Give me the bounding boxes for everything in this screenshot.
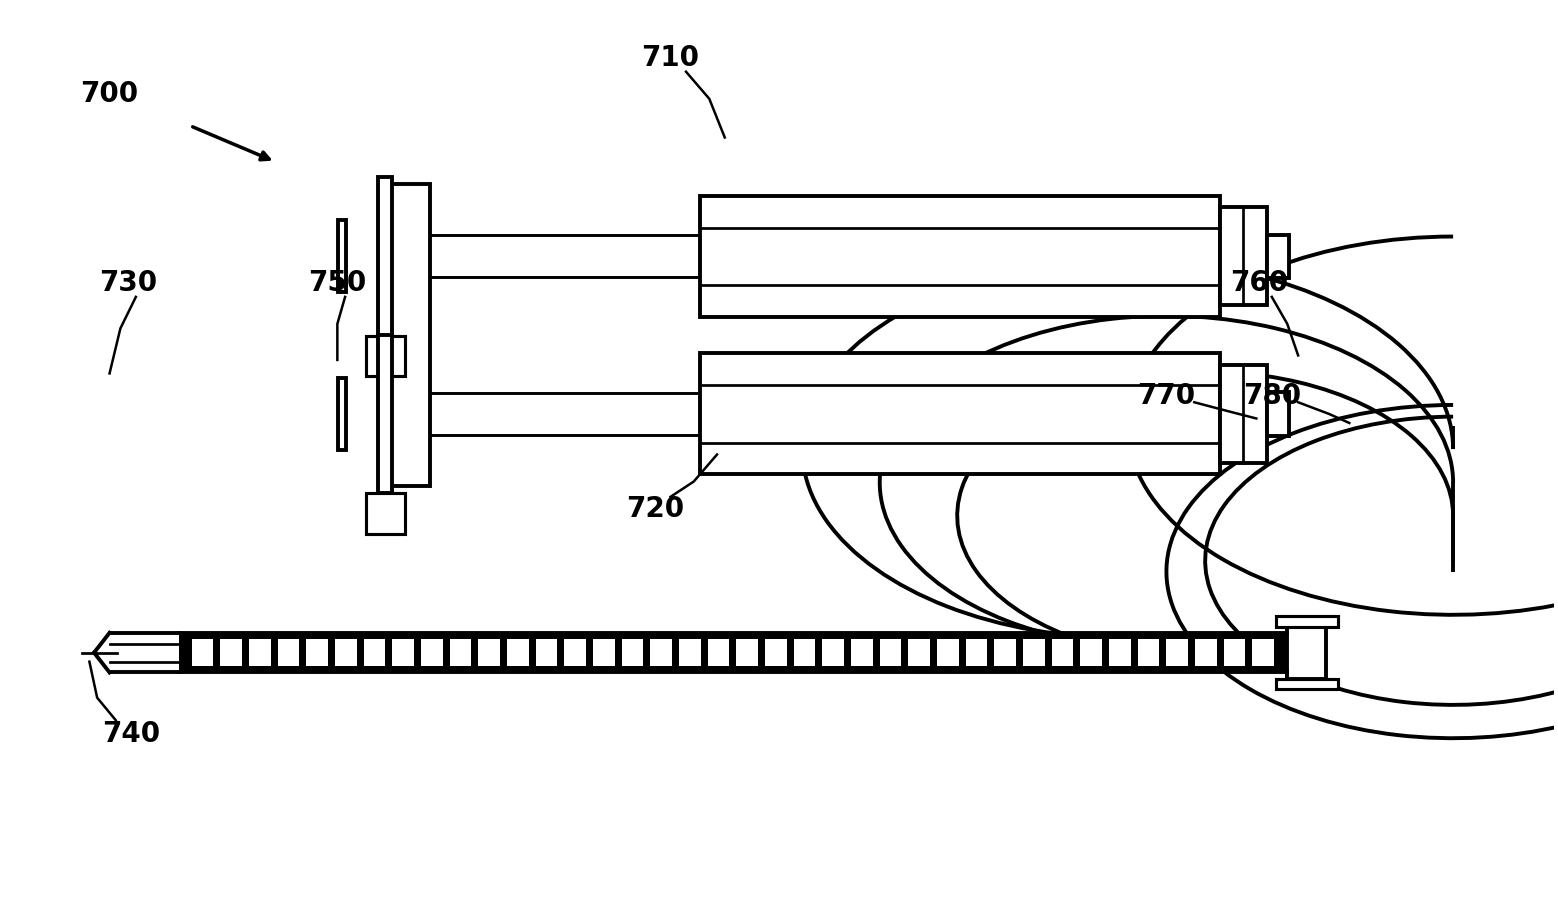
Bar [192, 639, 213, 666]
Bar [564, 639, 586, 666]
Bar [679, 639, 701, 666]
Bar [1253, 639, 1274, 666]
Bar [379, 177, 393, 335]
Bar [700, 195, 1220, 317]
Bar [823, 639, 844, 666]
Bar [1267, 393, 1290, 435]
Bar [1109, 639, 1131, 666]
Bar [908, 639, 930, 666]
Bar [707, 639, 729, 666]
Bar [700, 354, 1220, 474]
Bar [335, 639, 357, 666]
Text: 730: 730 [100, 269, 157, 297]
Bar [363, 639, 385, 666]
Bar [737, 639, 759, 666]
Bar [650, 639, 671, 666]
Bar [880, 639, 902, 666]
Text: 740: 740 [103, 720, 160, 748]
Bar [1276, 616, 1338, 626]
Text: 770: 770 [1137, 382, 1195, 410]
Bar [386, 185, 430, 486]
Text: 750: 750 [308, 269, 366, 297]
Bar [450, 639, 472, 666]
Bar [1220, 365, 1267, 463]
Bar [1220, 207, 1267, 305]
Bar [1267, 235, 1290, 278]
Text: 720: 720 [626, 494, 684, 523]
Bar [379, 335, 393, 494]
Bar [622, 639, 643, 666]
Bar [1167, 639, 1189, 666]
Bar [1276, 679, 1338, 689]
Bar [966, 639, 988, 666]
Bar [220, 639, 241, 666]
Bar [338, 378, 346, 450]
Bar [506, 639, 528, 666]
Bar [1287, 626, 1326, 679]
Bar [1024, 639, 1045, 666]
Bar [793, 639, 815, 666]
Bar [478, 639, 500, 666]
Bar [249, 639, 271, 666]
Bar [1223, 639, 1245, 666]
Bar [1052, 639, 1073, 666]
Bar [421, 639, 442, 666]
Bar [1195, 639, 1217, 666]
Text: 760: 760 [1231, 269, 1288, 297]
Bar [765, 639, 787, 666]
Bar [994, 639, 1016, 666]
Text: 780: 780 [1243, 382, 1301, 410]
Bar [338, 220, 346, 293]
Bar [179, 633, 1287, 673]
Bar [536, 639, 558, 666]
Bar [851, 639, 872, 666]
Text: 700: 700 [81, 80, 139, 108]
Bar [594, 639, 615, 666]
Bar [366, 494, 405, 534]
Bar [936, 639, 958, 666]
Bar [1137, 639, 1159, 666]
Bar [1080, 639, 1102, 666]
Bar [366, 335, 405, 376]
Bar [393, 639, 414, 666]
Text: 710: 710 [642, 45, 700, 72]
Bar [277, 639, 299, 666]
Bar [307, 639, 329, 666]
